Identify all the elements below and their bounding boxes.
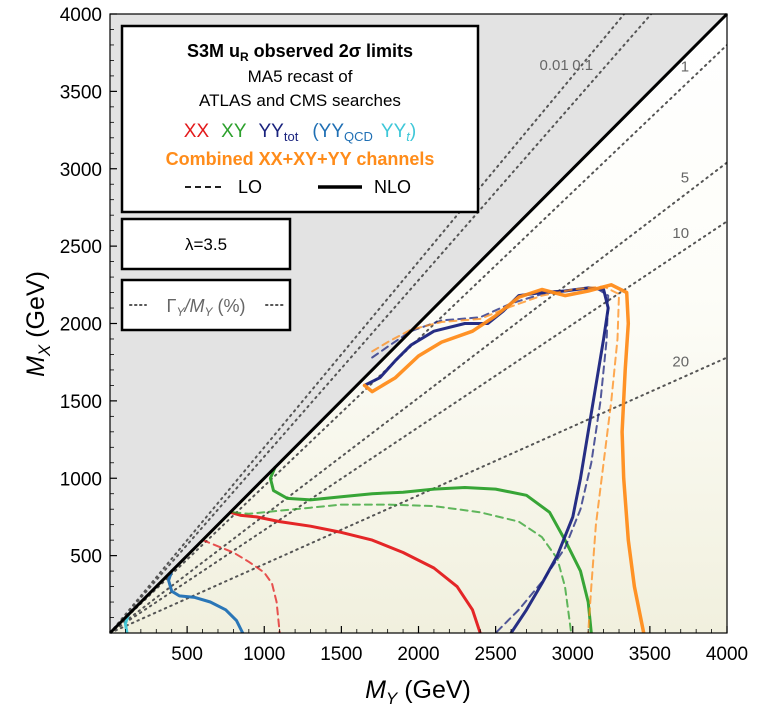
y-tick-label: 3500 (60, 82, 102, 103)
diagonal-line (108, 12, 729, 635)
y-tick-label: 4000 (60, 5, 102, 26)
width-contour-0 (110, 14, 626, 633)
legend-line2: ATLAS and CMS searches (199, 91, 401, 110)
legend-title: S3M uR observed 2σ limits (187, 41, 413, 64)
width-contour-label-4: 10 (672, 225, 689, 242)
series-xx-lo (201, 539, 281, 633)
legend-combined: Combined XX+XY+YY channels (166, 149, 435, 169)
y-tick-label: 3000 (60, 160, 102, 181)
limit-curves (123, 283, 646, 633)
y-tick-label: 500 (70, 547, 102, 568)
series-xy-nlo (268, 465, 593, 633)
series-xx-nlo (228, 510, 482, 633)
x-tick-label: 3000 (552, 644, 594, 665)
lambda-box: λ=3.5 (120, 217, 292, 271)
legend-channels: XX XY YYtot (YYQCD YYt) (184, 121, 416, 144)
width-contour-label-0: 0.01 (540, 57, 569, 74)
lambda-label: λ=3.5 (185, 235, 227, 254)
width-contour-label-2: 1 (681, 58, 689, 75)
series-yy-tot-lo (371, 286, 610, 633)
x-tick-label: 1500 (320, 644, 362, 665)
legend: S3M uR observed 2σ limits MA5 recast of … (120, 24, 480, 214)
width-contour-label-3: 5 (681, 169, 689, 186)
series-combined-lo (371, 285, 620, 633)
width-label: ΓY/MY (%) (167, 296, 246, 319)
y-tick-label: 2500 (60, 237, 102, 258)
x-tick-label: 3500 (629, 644, 671, 665)
width-contour-label-5: 20 (672, 354, 689, 371)
x-axis-title: MY (GeV) (365, 676, 471, 708)
axis-ticks: 0.01 0.1 1 5 10 20 500 1000 1500 2000 2500 3000 3500… (60, 5, 748, 665)
width-contour-label-1: 0.1 (572, 57, 593, 74)
x-tick-label: 4000 (706, 644, 748, 665)
x-tick-label: 2000 (397, 644, 439, 665)
legend-line1: MA5 recast of (248, 67, 353, 86)
width-contour-1 (110, 14, 653, 633)
series-yy-qcd-nlo (167, 569, 245, 633)
x-tick-label: 500 (171, 644, 203, 665)
x-tick-label: 1000 (243, 644, 285, 665)
x-tick-label: 2500 (474, 644, 516, 665)
legend-nlo: NLO (374, 177, 411, 197)
legend-lo: LO (238, 177, 262, 197)
y-tick-label: 2000 (60, 315, 102, 336)
y-axis-title: MX (GeV) (22, 271, 54, 377)
width-box: ΓY/MY (%) (120, 278, 292, 332)
series-combined-nlo (362, 283, 646, 633)
y-tick-label: 1000 (60, 469, 102, 490)
y-tick-label: 1500 (60, 392, 102, 413)
